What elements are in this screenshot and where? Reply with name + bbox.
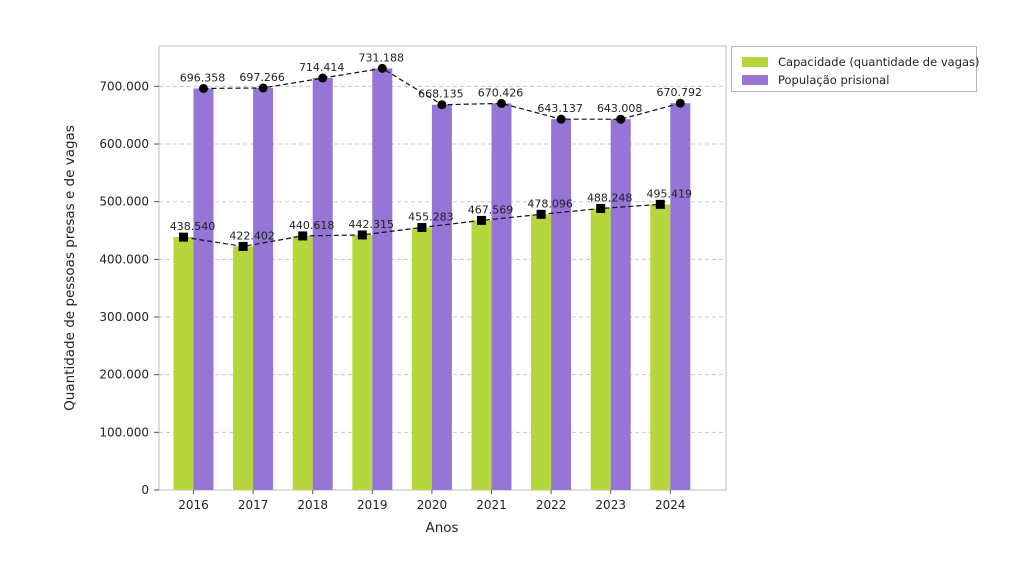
y-tick-label: 400.000 <box>99 252 149 266</box>
legend-swatch-capacidade <box>742 57 768 67</box>
capacidade-data-label: 488.248 <box>587 191 633 204</box>
capacidade-data-label: 422.402 <box>229 229 275 242</box>
bar-populacao <box>193 88 214 491</box>
legend-item-capacidade: Capacidade (quantidade de vagas) <box>742 54 980 70</box>
bar-populacao <box>551 119 572 491</box>
populacao-marker <box>318 73 328 83</box>
populacao-data-label: 670.426 <box>478 86 524 99</box>
populacao-data-label: 697.266 <box>239 71 285 84</box>
bar-populacao <box>253 87 274 490</box>
capacidade-marker <box>477 215 486 225</box>
bar-capacidade <box>590 208 611 490</box>
capacidade-data-label: 478.096 <box>527 197 573 210</box>
bar-populacao <box>431 104 452 491</box>
bars <box>173 68 691 491</box>
populacao-data-label: 668.135 <box>418 88 464 101</box>
capacidade-marker <box>179 232 188 242</box>
capacidade-marker <box>298 231 308 241</box>
capacidade-marker <box>357 230 367 240</box>
populacao-marker <box>377 63 387 73</box>
legend-label-capacidade: Capacidade (quantidade de vagas) <box>778 55 980 69</box>
bar-capacidade <box>650 204 671 490</box>
y-tick-label: 300.000 <box>99 310 149 324</box>
bar-populacao <box>312 78 333 490</box>
x-tick-label: 2023 <box>595 498 626 512</box>
y-tick-label: 700.000 <box>99 79 149 93</box>
legend: Capacidade (quantidade de vagas) Populaç… <box>731 46 980 92</box>
capacidade-data-label: 442.315 <box>349 218 395 231</box>
capacidade-data-label: 467.569 <box>468 203 514 216</box>
x-tick-label: 2021 <box>476 498 507 512</box>
axes: 0 100.000 200.000 300.000 400.000 500.000 600.… <box>99 79 685 512</box>
data-labels: 438.540 422.402 440.618 442.315 455.283 467.5… <box>170 51 702 242</box>
populacao-data-label: 696.358 <box>180 71 226 84</box>
capacidade-data-label: 438.540 <box>170 220 216 233</box>
legend-swatch-populacao <box>742 75 768 85</box>
bar-populacao <box>610 119 631 490</box>
bar-capacidade <box>352 234 373 490</box>
populacao-data-label: 731.188 <box>359 51 405 64</box>
populacao-marker <box>258 83 268 93</box>
populacao-marker <box>616 114 626 124</box>
populacao-data-label: 643.137 <box>537 102 583 115</box>
legend-item-populacao: População prisional <box>742 72 889 88</box>
populacao-marker <box>199 83 208 93</box>
populacao-marker <box>556 114 566 124</box>
x-tick-label: 2018 <box>297 498 328 512</box>
capacidade-marker <box>655 199 665 209</box>
capacidade-data-label: 495.419 <box>647 187 693 200</box>
capacidade-marker <box>238 241 248 251</box>
bar-capacidade <box>292 235 313 490</box>
bar-populacao <box>491 103 512 491</box>
x-axis-title: Anos <box>425 520 458 536</box>
x-tick-label: 2020 <box>417 498 448 512</box>
capacidade-marker <box>536 209 546 219</box>
populacao-data-label: 714.414 <box>299 61 345 74</box>
bar-capacidade <box>531 214 552 490</box>
x-tick-label: 2017 <box>238 498 269 512</box>
populacao-data-label: 643.008 <box>597 102 643 115</box>
y-tick-label: 0 <box>141 483 149 497</box>
y-tick-label: 500.000 <box>99 195 149 209</box>
x-tick-label: 2022 <box>536 498 567 512</box>
populacao-marker <box>437 100 447 110</box>
bar-capacidade <box>471 220 492 490</box>
trend-markers <box>179 63 685 251</box>
legend-label-populacao: População prisional <box>778 73 890 87</box>
bar-populacao <box>372 68 393 490</box>
capacidade-marker <box>596 203 606 213</box>
y-tick-label: 100.000 <box>99 425 149 439</box>
bar-capacidade <box>233 246 254 490</box>
capacidade-data-label: 455.283 <box>408 210 454 223</box>
bar-capacidade <box>173 237 194 490</box>
y-axis-title: Quantidade de pessoas presas e de vagas <box>62 125 78 411</box>
populacao-data-label: 670.792 <box>657 86 703 99</box>
y-tick-label: 200.000 <box>99 368 149 382</box>
bar-populacao <box>670 103 691 490</box>
populacao-marker <box>497 98 506 108</box>
bar-capacidade <box>411 227 432 490</box>
x-tick-label: 2024 <box>655 498 686 512</box>
populacao-marker <box>675 98 685 108</box>
x-tick-label: 2016 <box>178 498 209 512</box>
capacidade-marker <box>417 222 427 232</box>
y-tick-label: 600.000 <box>99 137 149 151</box>
x-tick-label: 2019 <box>357 498 388 512</box>
capacidade-data-label: 440.618 <box>289 219 335 232</box>
